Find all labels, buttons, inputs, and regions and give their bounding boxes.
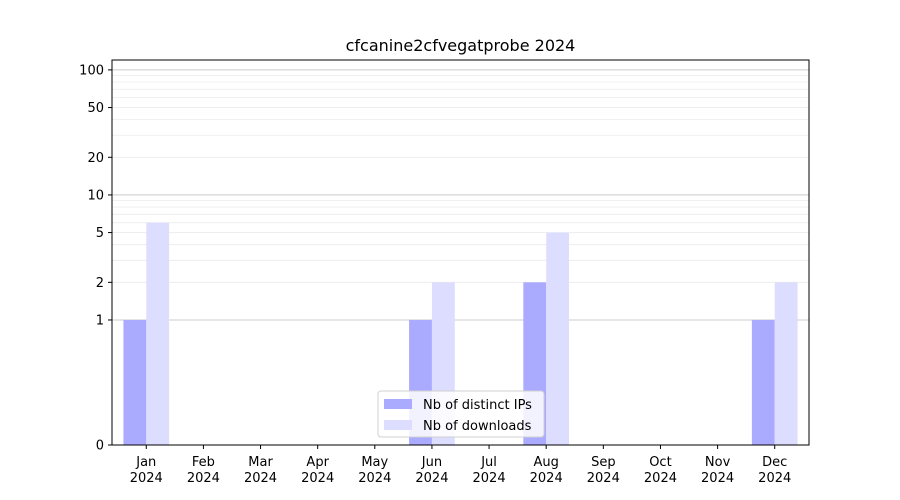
y-axis: 0 1 2 5 10 20 50 100 [79,63,112,454]
x-tick-label: Mar 2024 [244,455,277,486]
x-tick-label: Apr 2024 [301,455,334,486]
x-tick-label: Sep 2024 [587,455,620,486]
legend-box [377,390,545,438]
x-tick-label: Jan 2024 [130,455,163,486]
x-tick-label: Oct 2024 [644,455,677,486]
bar-nb-of-distinct-ips [751,319,775,445]
x-tick-label: Jun 2024 [415,455,448,486]
grid-lines [112,69,809,321]
legend-label: Nb of distinct IPs [423,398,532,413]
x-tick-label: Jul 2024 [473,455,506,486]
y-tick-label: 2 [96,276,104,291]
bars [123,222,798,445]
y-tick-label: 50 [87,101,104,116]
bar-nb-of-downloads [774,282,798,445]
x-tick-label: Aug 2024 [530,455,563,486]
y-tick-label: 5 [96,226,104,241]
y-tick-label: 20 [87,151,104,166]
y-tick-label: 0 [96,439,104,454]
legend-label: Nb of downloads [423,419,532,434]
bar-nb-of-downloads [146,222,170,445]
x-tick-label: Feb 2024 [187,455,220,486]
plot-frame [111,59,810,446]
y-tick-label: 10 [87,188,104,203]
y-tick-label: 100 [79,63,104,78]
x-tick-label: Nov 2024 [701,455,734,486]
x-axis: Jan 2024 Feb 2024 Mar 2024 Apr 2024 May 2024 Jun 20… [130,445,791,486]
bar-nb-of-downloads [546,232,570,445]
bar-nb-of-distinct-ips [123,319,147,445]
legend: Nb of distinct IPs Nb of downloads [377,390,545,438]
x-tick-label: May 2024 [358,455,391,486]
legend-swatch [384,420,412,430]
chart-title: cfcanine2cfvegatprobe 2024 [346,36,576,55]
legend-swatch [384,399,412,409]
x-tick-label: Dec 2024 [758,455,791,486]
y-tick-label: 1 [96,313,104,328]
